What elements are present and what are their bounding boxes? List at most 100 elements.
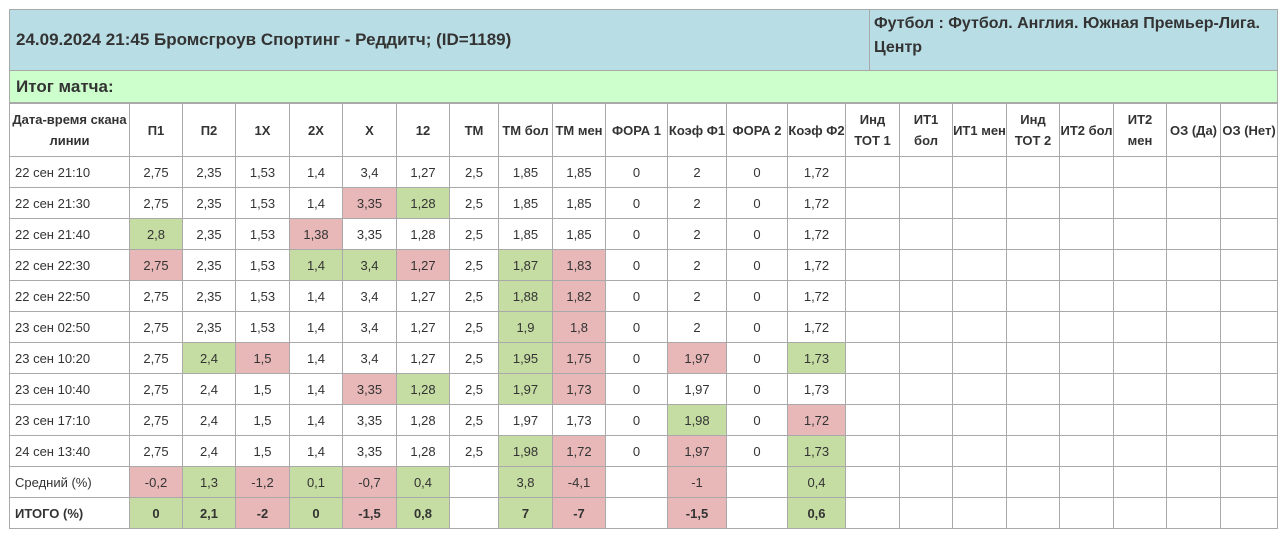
table-cell: 2,75: [129, 311, 183, 343]
table-cell: 3,4: [342, 280, 397, 312]
table-cell: [1220, 311, 1278, 343]
table-cell: 1,53: [235, 249, 290, 281]
column-header: ОЗ (Да): [1166, 103, 1221, 157]
table-cell: [899, 342, 953, 374]
table-cell: 0,6: [787, 497, 846, 529]
table-cell: 1,4: [289, 249, 343, 281]
match-header-table: 24.09.2024 21:45 Бромсгроув Спортинг - Р…: [9, 9, 1278, 103]
row-label-cell: 22 сен 21:30: [9, 187, 130, 219]
table-cell: 1,4: [289, 404, 343, 436]
table-cell: [952, 280, 1007, 312]
table-cell: [952, 218, 1007, 250]
table-cell: [726, 497, 788, 529]
table-cell: 1,28: [396, 218, 450, 250]
table-cell: 1,97: [667, 373, 727, 405]
table-cell: [449, 497, 499, 529]
table-cell: 1,28: [396, 373, 450, 405]
table-cell: 1,75: [552, 342, 606, 374]
column-header: ФОРА 1: [605, 103, 668, 157]
table-cell: [1059, 435, 1114, 467]
table-cell: 1,85: [498, 187, 553, 219]
table-cell: 1,4: [289, 187, 343, 219]
table-cell: 1,8: [552, 311, 606, 343]
table-cell: [899, 373, 953, 405]
row-label-cell: 23 сен 17:10: [9, 404, 130, 436]
table-cell: [1059, 218, 1114, 250]
table-cell: [1113, 187, 1167, 219]
table-cell: 0: [289, 497, 343, 529]
table-cell: -2: [235, 497, 290, 529]
table-cell: [1166, 373, 1221, 405]
table-cell: 1,53: [235, 187, 290, 219]
table-cell: 2,4: [182, 404, 236, 436]
table-row: 24 сен 13:40 2,75 2,4 1,5 1,4 3,35 1,28 2,5 1,98…: [9, 435, 1278, 467]
table-cell: -1: [667, 466, 727, 498]
table-cell: [1113, 156, 1167, 188]
table-cell: [1166, 218, 1221, 250]
table-cell: [1113, 404, 1167, 436]
table-cell: 1,4: [289, 373, 343, 405]
table-cell: [952, 404, 1007, 436]
table-cell: [952, 373, 1007, 405]
table-cell: [1220, 249, 1278, 281]
table-cell: 3,35: [342, 218, 397, 250]
table-cell: [1220, 435, 1278, 467]
table-cell: 1,28: [396, 435, 450, 467]
table-cell: 1,5: [235, 435, 290, 467]
column-header: ИТ1 бол: [899, 103, 953, 157]
table-cell: [845, 435, 900, 467]
table-cell: 2,35: [182, 218, 236, 250]
table-cell: [952, 435, 1007, 467]
table-cell: 1,27: [396, 156, 450, 188]
table-cell: 1,72: [787, 280, 846, 312]
table-cell: 0: [726, 218, 788, 250]
table-cell: 7: [498, 497, 553, 529]
table-cell: [1166, 466, 1221, 498]
table-cell: 2,5: [449, 187, 499, 219]
column-header: Инд ТОТ 1: [845, 103, 900, 157]
table-cell: -7: [552, 497, 606, 529]
row-label-cell: 22 сен 21:10: [9, 156, 130, 188]
table-row: 23 сен 10:20 2,75 2,4 1,5 1,4 3,4 1,27 2,5 1,95 1…: [9, 342, 1278, 374]
table-cell: 0: [605, 342, 668, 374]
table-cell: -4,1: [552, 466, 606, 498]
row-label-cell: 23 сен 02:50: [9, 311, 130, 343]
table-cell: [1006, 218, 1060, 250]
table-cell: 1,4: [289, 156, 343, 188]
table-cell: 1,98: [498, 435, 553, 467]
table-cell: [1166, 404, 1221, 436]
table-cell: 2,75: [129, 342, 183, 374]
table-cell: 1,27: [396, 342, 450, 374]
table-cell: [845, 466, 900, 498]
table-cell: [1006, 497, 1060, 529]
table-cell: [1166, 156, 1221, 188]
table-header-row: Дата-время скана линии П1 П2 1Х 2Х Х 12 ТМ ТМ бо…: [9, 103, 1278, 157]
table-cell: 2,4: [182, 435, 236, 467]
table-cell: 3,8: [498, 466, 553, 498]
table-cell: 2,35: [182, 187, 236, 219]
table-cell: [845, 280, 900, 312]
table-cell: [1006, 187, 1060, 219]
table-cell: 0: [726, 435, 788, 467]
table-cell: [1059, 373, 1114, 405]
table-cell: 1,72: [787, 218, 846, 250]
row-label-cell: 22 сен 22:50: [9, 280, 130, 312]
match-title: 24.09.2024 21:45 Бромсгроув Спортинг - Р…: [9, 9, 870, 71]
table-cell: [1220, 280, 1278, 312]
table-row: 22 сен 21:10 2,75 2,35 1,53 1,4 3,4 1,27 2,5 1,8…: [9, 156, 1278, 188]
table-cell: 2: [667, 280, 727, 312]
table-cell: [845, 249, 900, 281]
table-cell: 1,72: [787, 187, 846, 219]
table-cell: 1,53: [235, 156, 290, 188]
column-header: П2: [182, 103, 236, 157]
table-cell: 2,35: [182, 156, 236, 188]
table-row: 23 сен 10:40 2,75 2,4 1,5 1,4 3,35 1,28 2,5 1,97…: [9, 373, 1278, 405]
table-cell: 1,27: [396, 311, 450, 343]
column-header: ИТ1 мен: [952, 103, 1007, 157]
table-cell: [1113, 342, 1167, 374]
table-cell: 2: [667, 218, 727, 250]
table-cell: [952, 497, 1007, 529]
table-cell: -1,5: [667, 497, 727, 529]
table-cell: [899, 404, 953, 436]
table-cell: [899, 497, 953, 529]
